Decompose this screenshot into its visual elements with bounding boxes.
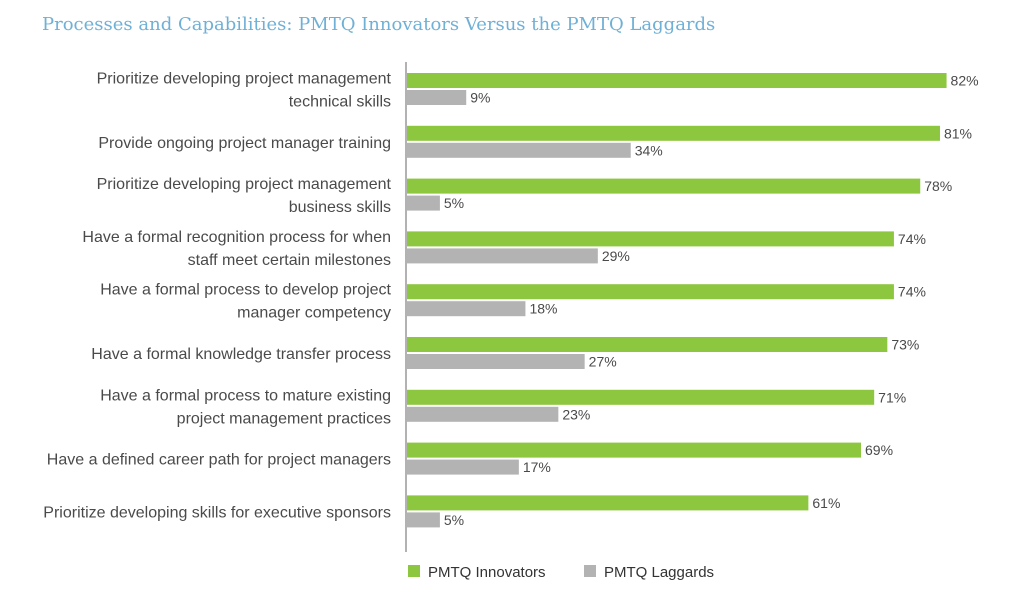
innovators-bar — [407, 389, 875, 405]
category-label: Prioritize developing project management — [97, 176, 392, 193]
innovators-bar — [407, 73, 947, 88]
data-label: 5% — [444, 195, 464, 211]
laggards-bar — [407, 248, 598, 264]
category-label: Prioritize developing project management — [97, 71, 392, 88]
category-label: business skills — [289, 199, 391, 216]
innovators-bar — [407, 442, 862, 458]
legend-label: PMTQ Innovators — [428, 564, 546, 581]
chart-title: Processes and Capabilities: PMTQ Innovat… — [42, 14, 716, 35]
data-label: 61% — [812, 495, 840, 511]
data-label: 5% — [444, 512, 464, 528]
category-label: Have a defined career path for project m… — [47, 452, 391, 469]
category-label: Have a formal knowledge transfer process — [91, 346, 391, 363]
innovators-bar — [407, 125, 940, 141]
category-label: technical skills — [289, 94, 391, 111]
data-label: 73% — [891, 337, 919, 353]
data-label: 18% — [529, 301, 557, 317]
legend-label: PMTQ Laggards — [604, 564, 714, 581]
category-label: Have a formal process to mature existing — [100, 387, 391, 404]
laggards-bar — [407, 459, 519, 475]
legend-swatch — [408, 565, 420, 577]
laggards-bar — [407, 354, 585, 369]
data-label: 9% — [470, 90, 490, 106]
data-label: 27% — [589, 354, 617, 370]
category-label: staff meet certain milestones — [188, 252, 391, 269]
legend-swatch — [584, 565, 596, 577]
category-label: manager competency — [237, 305, 391, 322]
innovators-bar — [407, 178, 921, 194]
data-label: 82% — [951, 73, 979, 89]
innovators-bar — [407, 495, 809, 511]
laggards-bar — [407, 512, 440, 528]
category-label: project management practices — [177, 410, 391, 427]
data-label: 29% — [602, 248, 630, 264]
data-label: 74% — [898, 231, 926, 247]
category-label: Have a formal recognition process for wh… — [82, 229, 391, 246]
category-label: Have a formal process to develop project — [100, 282, 391, 299]
innovators-bar — [407, 284, 894, 300]
data-label: 69% — [865, 442, 893, 458]
data-label: 34% — [635, 142, 663, 158]
data-label: 23% — [562, 406, 590, 422]
laggards-bar — [407, 195, 440, 211]
innovators-bar — [407, 337, 888, 352]
category-label: Provide ongoing project manager training — [98, 135, 391, 152]
data-label: 71% — [878, 389, 906, 405]
laggards-bar — [407, 142, 631, 158]
laggards-bar — [407, 301, 526, 317]
data-label: 74% — [898, 284, 926, 300]
laggards-bar — [407, 406, 559, 422]
category-label: Prioritize developing skills for executi… — [43, 504, 391, 521]
data-label: 17% — [523, 459, 551, 475]
innovators-bar — [407, 231, 894, 247]
laggards-bar — [407, 90, 467, 105]
data-label: 81% — [944, 125, 972, 141]
data-label: 78% — [924, 178, 952, 194]
